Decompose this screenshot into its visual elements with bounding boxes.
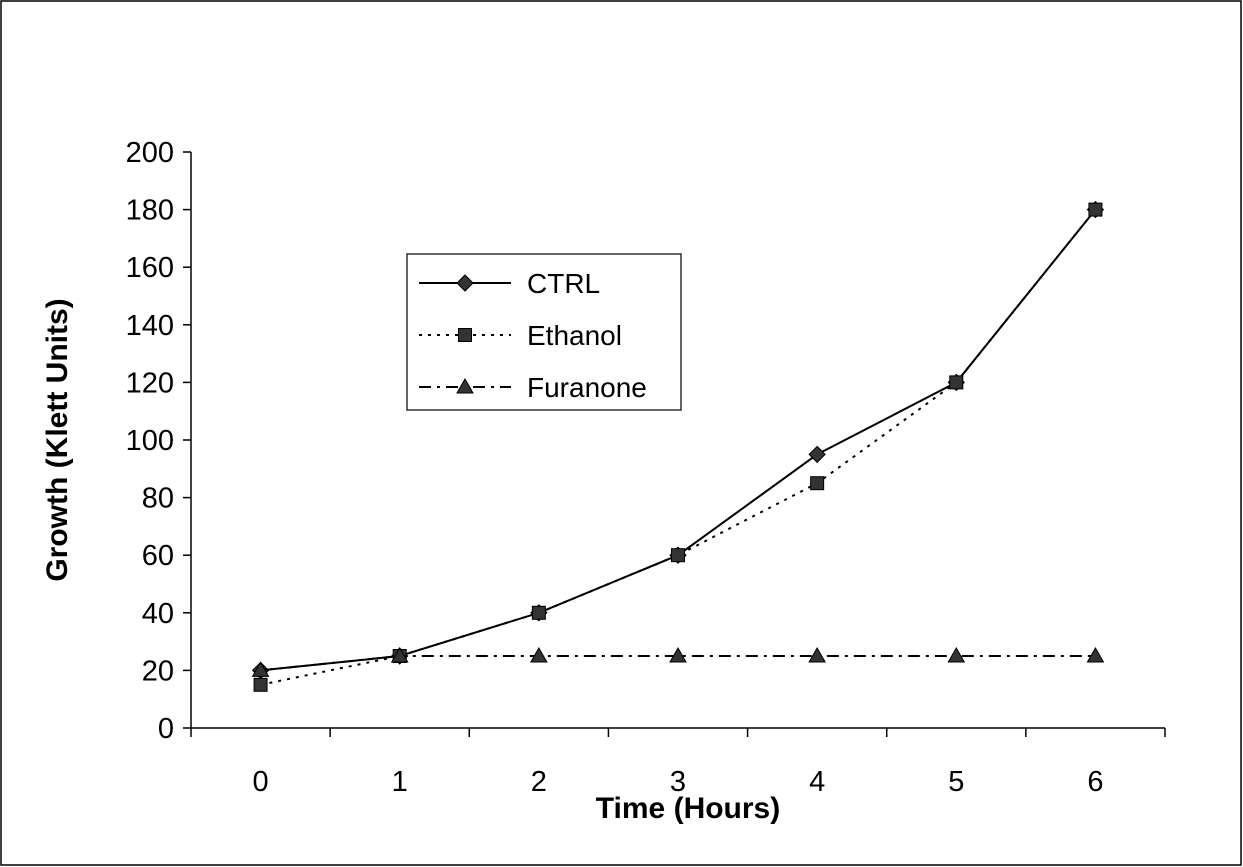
- x-axis-ticks: 0 1 2 3 4 5 6: [190, 728, 1166, 798]
- x-axis-title: Time (Hours): [596, 792, 780, 825]
- y-tick-label: 40: [142, 598, 174, 630]
- data-point-triangle: [947, 646, 966, 663]
- series-layer: [251, 200, 1105, 692]
- y-tick-label: 160: [126, 252, 174, 284]
- x-tick-label: 2: [531, 766, 547, 798]
- x-tick-label: 6: [1087, 766, 1103, 798]
- y-tick-label: 180: [126, 195, 174, 227]
- y-tick-label: 80: [142, 483, 174, 515]
- data-point-square: [1088, 202, 1103, 217]
- legend-item: CTRL: [419, 268, 600, 299]
- legend-label: CTRL: [527, 268, 600, 299]
- y-tick-label: 100: [126, 425, 174, 457]
- x-tick-label: 1: [392, 766, 408, 798]
- data-point-triangle: [529, 646, 548, 663]
- data-point-triangle: [669, 646, 687, 663]
- legend-label: Ethanol: [527, 320, 622, 351]
- x-tick-label: 4: [809, 766, 825, 798]
- data-point-square: [253, 677, 268, 692]
- data-point-triangle: [251, 661, 270, 677]
- legend-marker-square: [458, 328, 472, 342]
- y-tick-label: 140: [126, 310, 174, 342]
- x-tick-label: 5: [948, 766, 964, 798]
- legend-marker-triangle: [456, 377, 474, 394]
- data-point-square: [949, 375, 964, 390]
- legend-marker-diamond: [456, 274, 474, 292]
- data-point-diamond: [808, 445, 826, 464]
- x-tick-label: 0: [253, 766, 269, 798]
- series-furanone: [251, 646, 1105, 677]
- y-axis-ticks: 0 20 40 60 80 100 120 140 160 180 200: [126, 137, 191, 745]
- data-point-triangle: [1086, 646, 1105, 663]
- legend-box: [406, 253, 682, 411]
- y-tick-label: 60: [142, 540, 174, 572]
- legend-item: Furanone: [419, 372, 647, 403]
- legend-item: Ethanol: [419, 320, 622, 351]
- data-point-square: [671, 548, 685, 563]
- legend: CTRL Ethanol Furanone: [406, 253, 682, 411]
- legend-items: CTRL Ethanol Furanone: [419, 268, 647, 403]
- y-tick-label: 0: [158, 713, 174, 745]
- y-tick-label: 20: [142, 655, 174, 687]
- y-tick-label: 120: [126, 367, 174, 399]
- x-tick-label: 3: [670, 766, 686, 798]
- legend-label: Furanone: [527, 372, 647, 403]
- data-point-square: [810, 476, 825, 491]
- data-point-square: [531, 605, 546, 620]
- data-point-triangle: [808, 646, 827, 663]
- y-axis-title: Growth (Klett Units): [41, 298, 74, 581]
- data-point-triangle: [390, 646, 409, 663]
- y-tick-label: 200: [126, 137, 174, 169]
